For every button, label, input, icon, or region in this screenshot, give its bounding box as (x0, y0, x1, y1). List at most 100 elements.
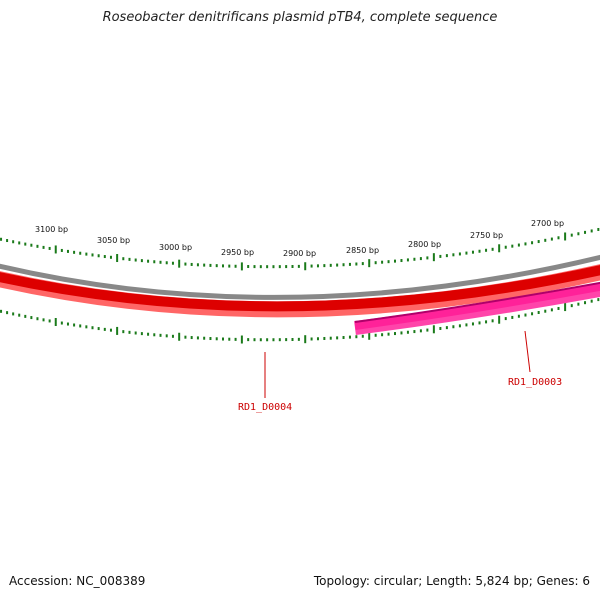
inner-tick-18 (103, 327, 106, 331)
outer-tick-65 (400, 259, 403, 263)
inner-tick-9 (48, 319, 51, 323)
inner-tick-5 (24, 314, 27, 318)
inner-tick-53 (323, 336, 326, 340)
outer-tick-5 (24, 242, 27, 246)
inner-tick-41 (247, 338, 250, 342)
outer-tick-84 (524, 242, 527, 246)
outer-tick-50 (304, 262, 307, 271)
outer-tick-32 (190, 262, 193, 266)
inner-tick-84 (524, 313, 527, 317)
inner-tick-16 (91, 326, 94, 330)
outer-tick-11 (60, 248, 63, 252)
outer-tick-34 (203, 263, 206, 267)
inner-tick-24 (140, 332, 143, 336)
outer-tick-71 (439, 254, 442, 258)
outer-tick-86 (537, 240, 540, 244)
inner-tick-44 (266, 338, 269, 342)
inner-tick-45 (272, 338, 275, 342)
scale-label-2700: 2700 bp (531, 219, 564, 228)
inner-tick-86 (537, 311, 540, 315)
inner-tick-88 (550, 308, 553, 312)
inner-tick-50 (304, 335, 307, 344)
inner-tick-46 (278, 338, 281, 342)
outer-tick-80 (498, 244, 501, 253)
gene-rd1-d0004[interactable] (0, 265, 600, 312)
scale-label-3050: 3050 bp (97, 236, 130, 245)
outer-tick-8 (42, 245, 45, 249)
inner-tick-58 (355, 335, 358, 339)
inner-tick-92 (577, 302, 580, 306)
outer-tick-36 (215, 264, 218, 268)
inner-tick-62 (381, 333, 384, 337)
outer-tick-29 (171, 261, 174, 265)
inner-tick-65 (400, 331, 403, 335)
outer-tick-15 (85, 252, 88, 256)
outer-tick-26 (153, 260, 156, 264)
outer-tick-43 (259, 265, 262, 269)
inner-tick-1 (0, 309, 3, 313)
outer-tick-13 (73, 250, 76, 254)
inner-tick-19 (109, 328, 112, 332)
inner-tick-80 (498, 315, 501, 324)
inner-tick-94 (590, 299, 593, 303)
accession-label: Accession: NC_008389 (9, 574, 146, 588)
gene-rd1-d0003[interactable] (354, 282, 600, 330)
outer-tick-14 (79, 251, 82, 255)
inner-tick-23 (134, 331, 137, 335)
scale-label-2800: 2800 bp (408, 240, 441, 249)
inner-tick-2 (6, 311, 9, 315)
outer-tick-41 (247, 265, 250, 269)
inner-tick-75 (465, 323, 468, 327)
inner-tick-17 (97, 327, 100, 331)
inner-tick-34 (203, 336, 206, 340)
inner-tick-67 (413, 330, 416, 334)
inner-tick-69 (426, 328, 429, 332)
outer-tick-44 (266, 265, 269, 269)
inner-tick-87 (544, 309, 547, 313)
outer-tick-25 (147, 259, 150, 263)
outer-tick-59 (361, 262, 364, 266)
outer-tick-56 (342, 263, 345, 267)
outer-tick-48 (291, 265, 294, 268)
inner-tick-30 (178, 332, 181, 341)
backbone-track (0, 254, 600, 300)
outer-tick-33 (196, 263, 199, 267)
outer-tick-38 (228, 264, 231, 268)
summary-label: Topology: circular; Length: 5,824 bp; Ge… (313, 574, 590, 588)
outer-tick-57 (348, 262, 351, 266)
scale-label-2950: 2950 bp (221, 248, 254, 257)
outer-tick-10 (54, 245, 57, 254)
inner-tick-55 (336, 336, 339, 340)
outer-tick-60 (368, 259, 371, 268)
inner-tick-59 (361, 334, 364, 338)
outer-tick-68 (419, 257, 422, 261)
gene-label-rd1-d0003[interactable]: RD1_D0003 (508, 377, 562, 388)
inner-tick-71 (439, 326, 442, 330)
inner-tick-11 (60, 321, 63, 325)
outer-tick-35 (209, 263, 212, 267)
gene-label-rd1-d0004[interactable]: RD1_D0004 (238, 402, 292, 413)
inner-tick-32 (190, 336, 193, 340)
inner-tick-26 (153, 333, 156, 337)
inner-tick-43 (259, 338, 262, 342)
inner-tick-7 (36, 317, 39, 321)
outer-tick-30 (178, 259, 181, 268)
outer-tick-7 (36, 244, 39, 248)
outer-tick-94 (590, 229, 593, 233)
outer-tick-66 (406, 258, 409, 262)
outer-tick-67 (413, 257, 416, 261)
inner-tick-89 (557, 306, 560, 310)
outer-tick-95 (597, 227, 600, 231)
outer-tick-46 (278, 265, 281, 269)
outer-tick-55 (336, 263, 339, 267)
outer-tick-12 (66, 249, 69, 253)
outer-tick-73 (452, 253, 455, 257)
inner-tick-70 (432, 325, 435, 334)
inner-tick-36 (215, 337, 218, 341)
outer-tick-54 (329, 263, 332, 267)
inner-tick-85 (531, 312, 534, 316)
outer-tick-58 (355, 262, 358, 266)
outer-tick-90 (564, 232, 567, 241)
inner-tick-56 (342, 336, 345, 340)
inner-tick-74 (458, 324, 461, 328)
